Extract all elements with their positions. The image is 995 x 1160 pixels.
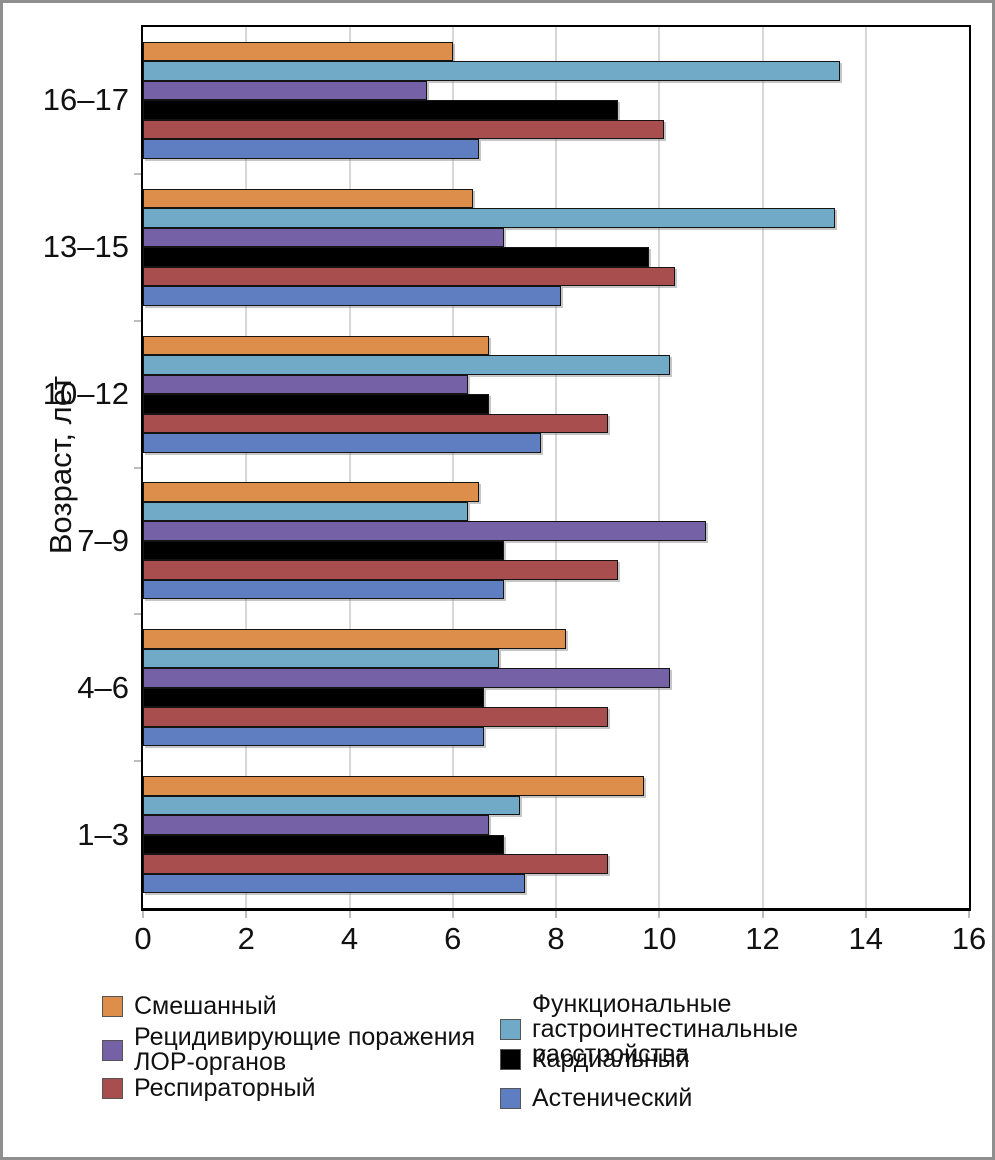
bar [143, 579, 505, 600]
bar [143, 795, 520, 816]
x-axis-tick [555, 911, 557, 918]
bar [143, 834, 505, 855]
y-tick-label: 16–17 [42, 82, 129, 118]
bar [143, 433, 541, 453]
y-tick-label: 1–3 [77, 816, 129, 852]
x-axis-tick [245, 911, 248, 918]
legend-item: Рецидивирующие поражения ЛОР-органов [102, 1025, 475, 1075]
gridlines-layer [143, 27, 969, 908]
legend-swatch [102, 1039, 123, 1061]
bar [143, 707, 608, 727]
x-tick-label: 8 [547, 921, 565, 956]
bar [143, 482, 479, 502]
bar [143, 873, 526, 894]
bar [143, 247, 649, 267]
bar [143, 208, 835, 228]
x-tick-label: 2 [237, 921, 255, 956]
bar [143, 648, 500, 669]
y-tick-label: 4–6 [77, 669, 129, 705]
bar [143, 80, 427, 101]
x-axis-tick [761, 911, 764, 918]
x-axis-tick [348, 911, 351, 918]
x-axis-tick [658, 911, 661, 918]
bar [143, 227, 505, 248]
bar [143, 540, 505, 561]
x-axis-tick [142, 911, 144, 918]
bar [143, 266, 675, 287]
x-tick-label: 16 [951, 921, 987, 956]
legend-item: Функциональные гастроинтестинальные расс… [500, 992, 992, 1067]
legend-swatch [500, 1049, 521, 1070]
gridline [761, 27, 764, 908]
legend-label: Смешанный [134, 992, 277, 1020]
bar [143, 815, 489, 835]
y-tick-label: 10–12 [42, 376, 129, 412]
bar [143, 394, 489, 414]
y-axis-tick [134, 466, 141, 469]
x-axis-tick [864, 911, 867, 918]
plot-area [141, 25, 971, 911]
legend-swatch [102, 996, 123, 1017]
legend-label: Кардиальный [532, 1045, 690, 1073]
x-tick-label: 14 [848, 921, 883, 956]
bar [143, 521, 706, 541]
gridline [555, 27, 557, 908]
x-tick-label: 12 [745, 921, 780, 956]
legend-item: Респираторный [102, 1076, 315, 1101]
legend-item: Кардиальный [500, 1047, 690, 1072]
bar [143, 374, 469, 395]
bar [143, 41, 453, 62]
bar [143, 61, 840, 81]
y-axis-tick [134, 760, 141, 763]
y-axis-tick [134, 172, 141, 175]
gridline [864, 27, 867, 908]
bar [143, 726, 484, 747]
x-tick-label: 6 [444, 921, 462, 956]
gridline [245, 27, 248, 908]
legend-swatch [500, 1088, 521, 1109]
x-tick-label: 10 [642, 921, 677, 956]
bar [143, 501, 469, 522]
legend-label: Рецидивирующие поражения ЛОР-органов [134, 1023, 476, 1076]
bar [143, 335, 489, 356]
x-axis-tick [451, 911, 454, 918]
legend-label: Функциональные гастроинтестинальные расс… [532, 990, 798, 1068]
legend-item: Смешанный [102, 994, 277, 1019]
legend-swatch [102, 1078, 123, 1099]
x-axis-tick [968, 911, 970, 918]
bar [143, 119, 665, 140]
x-tick-label: 4 [340, 921, 359, 956]
bar [143, 687, 484, 708]
legend-label: Респираторный [134, 1074, 316, 1102]
bar [143, 100, 618, 120]
bar [143, 560, 618, 580]
legend-label: Астенический [532, 1084, 693, 1112]
bar [143, 854, 608, 874]
y-tick-label: 13–15 [42, 229, 129, 265]
bar [143, 629, 567, 649]
gridline [451, 27, 454, 908]
legend-item: Астенический [500, 1086, 692, 1111]
bar [143, 413, 608, 434]
legend-swatch [500, 1019, 521, 1040]
bar [143, 668, 670, 688]
bar [143, 139, 479, 159]
bar [143, 355, 670, 375]
y-axis-tick [134, 613, 141, 616]
bars-layer [143, 27, 969, 908]
x-tick-label: 0 [134, 921, 152, 956]
y-axis-tick [134, 319, 141, 322]
gridline [658, 27, 661, 908]
gridline [348, 27, 351, 908]
bar [143, 188, 474, 209]
y-axis-title: Возраст, лет [43, 375, 78, 555]
bar [143, 776, 644, 796]
bar [143, 286, 562, 306]
y-tick-label: 7–9 [77, 522, 129, 558]
